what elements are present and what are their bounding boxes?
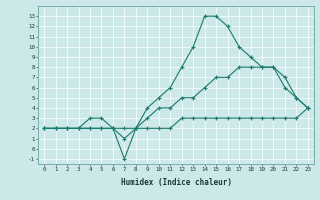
X-axis label: Humidex (Indice chaleur): Humidex (Indice chaleur) bbox=[121, 178, 231, 187]
